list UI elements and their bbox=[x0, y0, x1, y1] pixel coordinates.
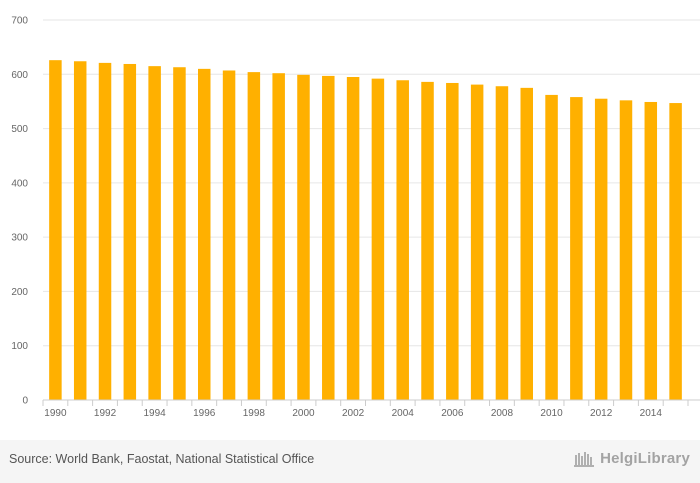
y-tick-label: 700 bbox=[11, 16, 28, 27]
x-tick-label: 1994 bbox=[144, 408, 167, 419]
bar-2005 bbox=[421, 81, 434, 400]
y-tick-label: 100 bbox=[11, 341, 28, 352]
bar-2002 bbox=[346, 77, 360, 400]
y-tick-label: 0 bbox=[22, 396, 28, 407]
bar-1998 bbox=[247, 72, 261, 400]
bar-1993 bbox=[123, 63, 137, 400]
x-tick-label: 2002 bbox=[342, 408, 365, 419]
x-tick-label: 2000 bbox=[292, 408, 315, 419]
x-tick-label: 2008 bbox=[491, 408, 514, 419]
x-axis-labels: 1990 1992 1994 1996 1998 2000 2002 2004 2006 2008… bbox=[44, 408, 662, 419]
bar-1992 bbox=[98, 62, 112, 401]
x-tick-label: 1998 bbox=[243, 408, 266, 419]
bar-2011 bbox=[570, 97, 583, 400]
bar-2015 bbox=[669, 103, 682, 401]
bar-1999 bbox=[272, 73, 285, 400]
bar-2001 bbox=[322, 75, 335, 401]
x-tick-label: 1990 bbox=[44, 408, 67, 419]
y-tick-label: 400 bbox=[11, 178, 28, 189]
x-tick-label: 1996 bbox=[193, 408, 216, 419]
library-logo-icon bbox=[574, 452, 595, 467]
x-tick-label: 2006 bbox=[441, 408, 464, 419]
x-tick-label: 2004 bbox=[392, 408, 415, 419]
bar-1994 bbox=[148, 66, 161, 401]
bar-2007 bbox=[470, 84, 484, 400]
chart-footer: Source: World Bank, Faostat, National St… bbox=[0, 440, 700, 483]
x-tick-label: 1992 bbox=[94, 408, 117, 419]
bar-1995 bbox=[173, 67, 186, 400]
bar-2006 bbox=[446, 82, 459, 400]
helgilibrary-logo: HelgiLibrary bbox=[574, 449, 690, 467]
bar-1991 bbox=[73, 61, 87, 400]
x-tick-label: 2010 bbox=[540, 408, 563, 419]
logo-text: HelgiLibrary bbox=[600, 449, 690, 467]
bar-2013 bbox=[619, 100, 633, 400]
bar-2012 bbox=[594, 98, 608, 400]
y-tick-label: 200 bbox=[11, 287, 28, 298]
bar-2009 bbox=[520, 87, 533, 400]
bar-2000 bbox=[297, 74, 310, 400]
bar-2008 bbox=[495, 86, 509, 400]
bars bbox=[49, 60, 682, 401]
x-tick-label: 2014 bbox=[640, 408, 663, 419]
source-note: Source: World Bank, Faostat, National St… bbox=[9, 452, 315, 466]
y-tick-label: 500 bbox=[11, 124, 28, 135]
x-tick-label: 2012 bbox=[590, 408, 613, 419]
bar-2004 bbox=[396, 80, 409, 400]
bar-2010 bbox=[545, 94, 558, 401]
bar-1996 bbox=[198, 68, 211, 400]
y-tick-label: 600 bbox=[11, 70, 28, 81]
bar-2003 bbox=[371, 78, 385, 400]
y-axis-labels: 0 100 200 300 400 500 600 700 bbox=[11, 16, 28, 407]
bar-2014 bbox=[644, 101, 658, 400]
bar-1990 bbox=[49, 60, 62, 401]
y-tick-label: 300 bbox=[11, 233, 28, 244]
bar-1997 bbox=[222, 70, 236, 400]
x-axis-ticks bbox=[42, 400, 689, 406]
